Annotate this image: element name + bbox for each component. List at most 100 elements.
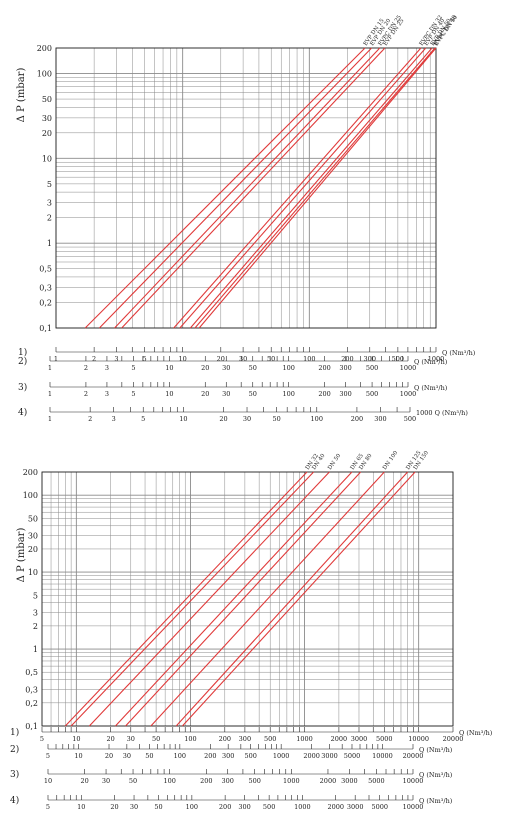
scale-tick-label: 1000 bbox=[400, 390, 417, 398]
y-tick-label: 0,5 bbox=[25, 668, 38, 677]
scale-tick-label: 5000 bbox=[371, 803, 388, 811]
scale-tick-label: 200 bbox=[200, 777, 212, 785]
scale-tick-label: 10 bbox=[44, 777, 52, 785]
scale-tick-label: 100 bbox=[186, 803, 198, 811]
y-tick-label: 100 bbox=[37, 70, 52, 79]
scale-tick-label: 50 bbox=[154, 803, 162, 811]
scale-row-label: 4) bbox=[10, 795, 19, 806]
scale-tick-label: 500 bbox=[366, 364, 378, 372]
scale-tick-label: 20 bbox=[110, 803, 118, 811]
scale-tick-label: 10000 bbox=[403, 777, 424, 785]
scale-tick-label: 1 bbox=[48, 390, 52, 398]
scale-tick-label: 300 bbox=[339, 364, 351, 372]
scale-tick-label: 5 bbox=[131, 364, 135, 372]
scale-tick-label: 500 bbox=[366, 390, 378, 398]
scale-tick-label: 20000 bbox=[403, 752, 424, 760]
series-line bbox=[179, 47, 427, 329]
scale-tick-label: 2 bbox=[92, 355, 96, 363]
scale-unit-label: Q (Nm³/h) bbox=[419, 771, 453, 779]
scale-tick-label: 3 bbox=[112, 415, 116, 423]
series-line bbox=[198, 47, 437, 329]
scale-tick-label: 200 bbox=[219, 735, 231, 743]
scale-tick-label: 5000 bbox=[368, 777, 385, 785]
scale-tick-label: 200 bbox=[341, 355, 353, 363]
scale-tick-label: 10000 bbox=[372, 752, 393, 760]
scale-tick-label: 500 bbox=[404, 415, 416, 423]
scale-tick-label: 100 bbox=[303, 355, 315, 363]
series-line bbox=[194, 47, 436, 329]
scale-tick-label: 1000 bbox=[296, 735, 313, 743]
scale-tick-label: 5 bbox=[46, 752, 50, 760]
scale-tick-label: 100 bbox=[163, 777, 175, 785]
scale-tick-label: 30 bbox=[222, 390, 230, 398]
scale-tick-label: 30 bbox=[130, 803, 138, 811]
scale-tick-label: 1000 bbox=[294, 803, 311, 811]
scale-tick-label: 5 bbox=[46, 803, 50, 811]
scale-tick-label: 100 bbox=[311, 415, 323, 423]
y-axis-label: Δ P (mbar) bbox=[16, 528, 27, 583]
scale-tick-label: 50 bbox=[249, 390, 257, 398]
y-tick-label: 30 bbox=[28, 531, 38, 540]
scale-tick-label: 3 bbox=[105, 390, 109, 398]
y-tick-label: 200 bbox=[23, 468, 38, 477]
scale-tick-label: 20000 bbox=[443, 735, 464, 743]
y-tick-label: 2 bbox=[47, 214, 52, 223]
scale-tick-label: 1 bbox=[48, 415, 52, 423]
scale-tick-label: 200 bbox=[351, 415, 363, 423]
scale-tick-label: 10 bbox=[77, 803, 85, 811]
scale-unit-label: Q (Nm³/h) bbox=[414, 358, 448, 366]
scale-tick-label: 1000 bbox=[283, 777, 300, 785]
scale-tick-label: 1000 bbox=[428, 355, 445, 363]
scale-tick-label: 50 bbox=[267, 355, 275, 363]
scale-tick-label: 300 bbox=[222, 752, 234, 760]
scale-tick-label: 100 bbox=[174, 752, 186, 760]
scale-tick-label: 20 bbox=[217, 355, 225, 363]
scale-tick-label: 500 bbox=[392, 355, 404, 363]
scale-tick-label: 500 bbox=[248, 777, 260, 785]
series-line bbox=[173, 47, 422, 329]
scale-tick-label: 10000 bbox=[403, 803, 424, 811]
scale-unit-label: Q (Nm³/h) bbox=[419, 746, 453, 754]
scale-tick-label: 200 bbox=[219, 803, 231, 811]
series-label: DN 100 bbox=[382, 450, 400, 471]
scale-tick-label: 2 bbox=[84, 390, 88, 398]
scale-tick-label: 100 bbox=[184, 735, 196, 743]
y-tick-label: 0,2 bbox=[39, 298, 52, 307]
scale-tick-label: 3000 bbox=[351, 735, 368, 743]
scale-tick-label: 200 bbox=[318, 390, 330, 398]
scale-tick-label: 10 bbox=[72, 735, 80, 743]
y-tick-label: 200 bbox=[37, 44, 52, 53]
series-label: DN 50 bbox=[327, 453, 343, 472]
series-line bbox=[114, 47, 381, 329]
scale-tick-label: 10 bbox=[74, 752, 82, 760]
series-line bbox=[181, 471, 416, 727]
scale-tick-label: 30 bbox=[123, 752, 131, 760]
scale-tick-label: 10 bbox=[165, 364, 173, 372]
scale-unit-label: Q (Nm³/h) bbox=[442, 349, 476, 357]
y-tick-label: 0,2 bbox=[25, 699, 38, 708]
series-line bbox=[98, 47, 372, 329]
scale-tick-label: 50 bbox=[129, 777, 137, 785]
y-tick-label: 0,3 bbox=[25, 685, 38, 694]
scale-unit-label: Q (Nm³/h) bbox=[414, 384, 448, 392]
y-tick-label: 50 bbox=[28, 514, 38, 523]
scale-tick-label: 10 bbox=[179, 355, 187, 363]
scale-tick-label: 20 bbox=[80, 777, 88, 785]
scale-row-label: 1) bbox=[10, 727, 19, 738]
scale-tick-label: 300 bbox=[364, 355, 376, 363]
y-tick-label: 20 bbox=[42, 129, 52, 138]
scale-tick-label: 2000 bbox=[331, 735, 348, 743]
scale-tick-label: 5000 bbox=[344, 752, 361, 760]
scale-unit-label: Q (Nm³/h) bbox=[419, 797, 453, 805]
scale-tick-label: 1000 bbox=[273, 752, 290, 760]
scale-tick-label: 3000 bbox=[347, 803, 364, 811]
series-line bbox=[64, 471, 308, 727]
scale-tick-label: 200 bbox=[204, 752, 216, 760]
scale-tick-label: 2000 bbox=[320, 777, 337, 785]
scale-tick-label: 20 bbox=[201, 390, 209, 398]
scale-tick-label: 50 bbox=[152, 735, 160, 743]
scale-tick-label: 5000 bbox=[376, 735, 393, 743]
scale-tick-label: 500 bbox=[264, 735, 276, 743]
